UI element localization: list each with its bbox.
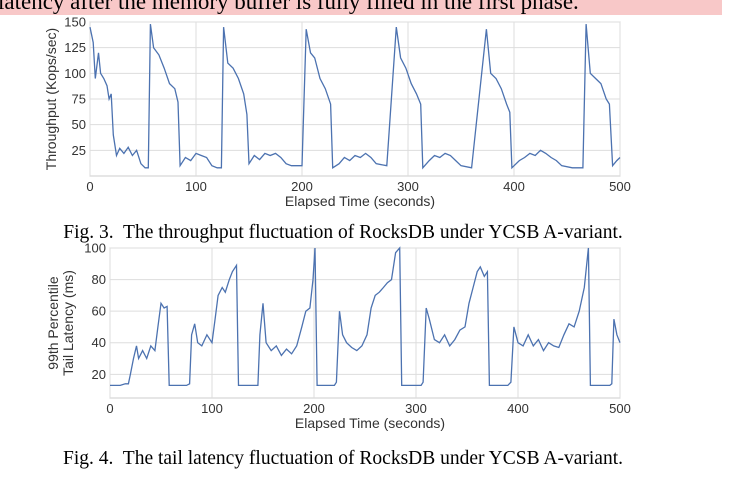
y-tick-label: 80 bbox=[92, 272, 106, 287]
data-line bbox=[89, 24, 621, 170]
y-tick-label: 100 bbox=[64, 66, 86, 81]
y-axis-title: Throughput (Kops/sec) bbox=[43, 28, 59, 170]
x-tick-label: 500 bbox=[609, 401, 631, 416]
data-line bbox=[110, 246, 621, 387]
y-tick-label: 125 bbox=[64, 40, 86, 55]
x-tick-label: 300 bbox=[405, 401, 427, 416]
y-tick-label: 75 bbox=[72, 92, 86, 107]
header-text: latency after the memory buffer is fully… bbox=[0, 0, 579, 14]
y-tick-label: 40 bbox=[92, 335, 106, 350]
x-axis-title: Elapsed Time (seconds) bbox=[285, 193, 435, 209]
y-axis-title: Tail Latency (ms) bbox=[60, 270, 76, 376]
x-tick-label: 200 bbox=[303, 401, 325, 416]
x-tick-label: 0 bbox=[86, 179, 93, 194]
y-tick-label: 100 bbox=[84, 241, 106, 256]
y-tick-label: 150 bbox=[64, 15, 86, 30]
x-tick-label: 400 bbox=[503, 179, 525, 194]
caption: Fig. 4. The tail latency fluctuation of … bbox=[63, 448, 623, 469]
x-tick-label: 0 bbox=[106, 401, 113, 416]
x-axis-title: Elapsed Time (seconds) bbox=[295, 415, 445, 431]
y-tick-label: 25 bbox=[72, 143, 86, 158]
y-tick-label: 50 bbox=[72, 117, 86, 132]
x-tick-label: 400 bbox=[507, 401, 529, 416]
y-axis-title: 99th Percentile bbox=[45, 276, 61, 370]
x-tick-label: 200 bbox=[291, 179, 313, 194]
x-tick-label: 100 bbox=[185, 179, 207, 194]
plot-area bbox=[109, 247, 621, 399]
y-tick-label: 20 bbox=[92, 367, 106, 382]
x-tick-label: 100 bbox=[201, 401, 223, 416]
x-tick-label: 500 bbox=[609, 179, 631, 194]
caption: Fig. 3. The throughput fluctuation of Ro… bbox=[63, 222, 623, 243]
x-tick-label: 300 bbox=[397, 179, 419, 194]
highlight bbox=[0, 0, 722, 15]
y-tick-label: 60 bbox=[92, 304, 106, 319]
